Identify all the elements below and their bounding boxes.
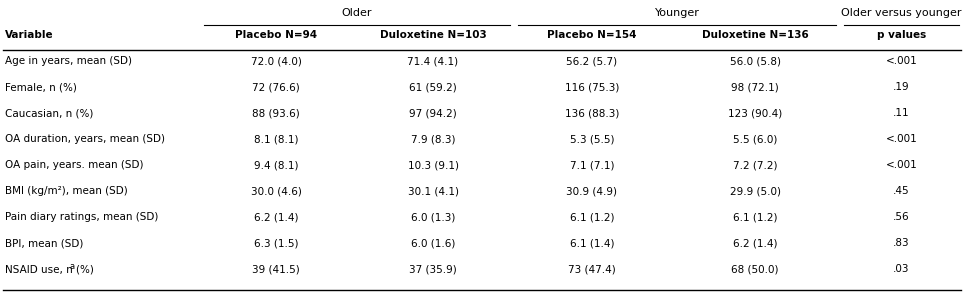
Text: OA duration, years, mean (SD): OA duration, years, mean (SD) — [5, 134, 165, 144]
Text: .03: .03 — [894, 264, 910, 274]
Text: .83: .83 — [894, 238, 910, 248]
Text: 56.2 (5.7): 56.2 (5.7) — [566, 56, 617, 66]
Text: .45: .45 — [894, 186, 910, 196]
Text: 39 (41.5): 39 (41.5) — [252, 264, 299, 274]
Text: 71.4 (4.1): 71.4 (4.1) — [407, 56, 458, 66]
Text: 6.1 (1.2): 6.1 (1.2) — [570, 212, 614, 222]
Text: Younger: Younger — [655, 8, 699, 18]
Text: 6.1 (1.4): 6.1 (1.4) — [570, 238, 614, 248]
Text: 68 (50.0): 68 (50.0) — [731, 264, 779, 274]
Text: Caucasian, n (%): Caucasian, n (%) — [5, 108, 93, 118]
Text: 6.1 (1.2): 6.1 (1.2) — [733, 212, 777, 222]
Text: Variable: Variable — [5, 30, 54, 40]
Text: 61 (59.2): 61 (59.2) — [409, 82, 456, 92]
Text: Older: Older — [342, 8, 373, 18]
Text: 7.9 (8.3): 7.9 (8.3) — [411, 134, 455, 144]
Text: <.001: <.001 — [886, 134, 918, 144]
Text: 6.2 (1.4): 6.2 (1.4) — [253, 212, 299, 222]
Text: Duloxetine N=136: Duloxetine N=136 — [702, 30, 808, 40]
Text: Duloxetine N=103: Duloxetine N=103 — [379, 30, 486, 40]
Text: Older versus younger: Older versus younger — [842, 8, 962, 18]
Text: NSAID use, n (%): NSAID use, n (%) — [5, 264, 93, 274]
Text: 6.0 (1.3): 6.0 (1.3) — [411, 212, 455, 222]
Text: 88 (93.6): 88 (93.6) — [252, 108, 299, 118]
Text: 5.3 (5.5): 5.3 (5.5) — [570, 134, 614, 144]
Text: 6.2 (1.4): 6.2 (1.4) — [733, 238, 777, 248]
Text: <.001: <.001 — [886, 56, 918, 66]
Text: 97 (94.2): 97 (94.2) — [409, 108, 456, 118]
Text: OA pain, years. mean (SD): OA pain, years. mean (SD) — [5, 160, 143, 170]
Text: 6.0 (1.6): 6.0 (1.6) — [411, 238, 455, 248]
Text: 72 (76.6): 72 (76.6) — [252, 82, 299, 92]
Text: BMI (kg/m²), mean (SD): BMI (kg/m²), mean (SD) — [5, 186, 128, 196]
Text: Placebo N=94: Placebo N=94 — [235, 30, 317, 40]
Text: 116 (75.3): 116 (75.3) — [565, 82, 619, 92]
Text: 98 (72.1): 98 (72.1) — [731, 82, 779, 92]
Text: 30.9 (4.9): 30.9 (4.9) — [566, 186, 617, 196]
Text: p values: p values — [877, 30, 926, 40]
Text: 10.3 (9.1): 10.3 (9.1) — [407, 160, 458, 170]
Text: 72.0 (4.0): 72.0 (4.0) — [250, 56, 301, 66]
Text: 9.4 (8.1): 9.4 (8.1) — [253, 160, 299, 170]
Text: Female, n (%): Female, n (%) — [5, 82, 77, 92]
Text: 30.1 (4.1): 30.1 (4.1) — [407, 186, 458, 196]
Text: .19: .19 — [894, 82, 910, 92]
Text: 8.1 (8.1): 8.1 (8.1) — [253, 134, 299, 144]
Text: .11: .11 — [894, 108, 910, 118]
Text: BPI, mean (SD): BPI, mean (SD) — [5, 238, 84, 248]
Text: 56.0 (5.8): 56.0 (5.8) — [730, 56, 780, 66]
Text: Placebo N=154: Placebo N=154 — [547, 30, 637, 40]
Text: .56: .56 — [894, 212, 910, 222]
Text: 136 (88.3): 136 (88.3) — [565, 108, 619, 118]
Text: 5.5 (6.0): 5.5 (6.0) — [733, 134, 777, 144]
Text: 73 (47.4): 73 (47.4) — [568, 264, 616, 274]
Text: Age in years, mean (SD): Age in years, mean (SD) — [5, 56, 132, 66]
Text: 37 (35.9): 37 (35.9) — [409, 264, 456, 274]
Text: <.001: <.001 — [886, 160, 918, 170]
Text: 123 (90.4): 123 (90.4) — [728, 108, 782, 118]
Text: 30.0 (4.6): 30.0 (4.6) — [250, 186, 301, 196]
Text: Pain diary ratings, mean (SD): Pain diary ratings, mean (SD) — [5, 212, 158, 222]
Text: 7.1 (7.1): 7.1 (7.1) — [570, 160, 614, 170]
Text: 6.3 (1.5): 6.3 (1.5) — [253, 238, 299, 248]
Text: 7.2 (7.2): 7.2 (7.2) — [733, 160, 777, 170]
Text: 29.9 (5.0): 29.9 (5.0) — [730, 186, 780, 196]
Text: a: a — [69, 262, 75, 271]
